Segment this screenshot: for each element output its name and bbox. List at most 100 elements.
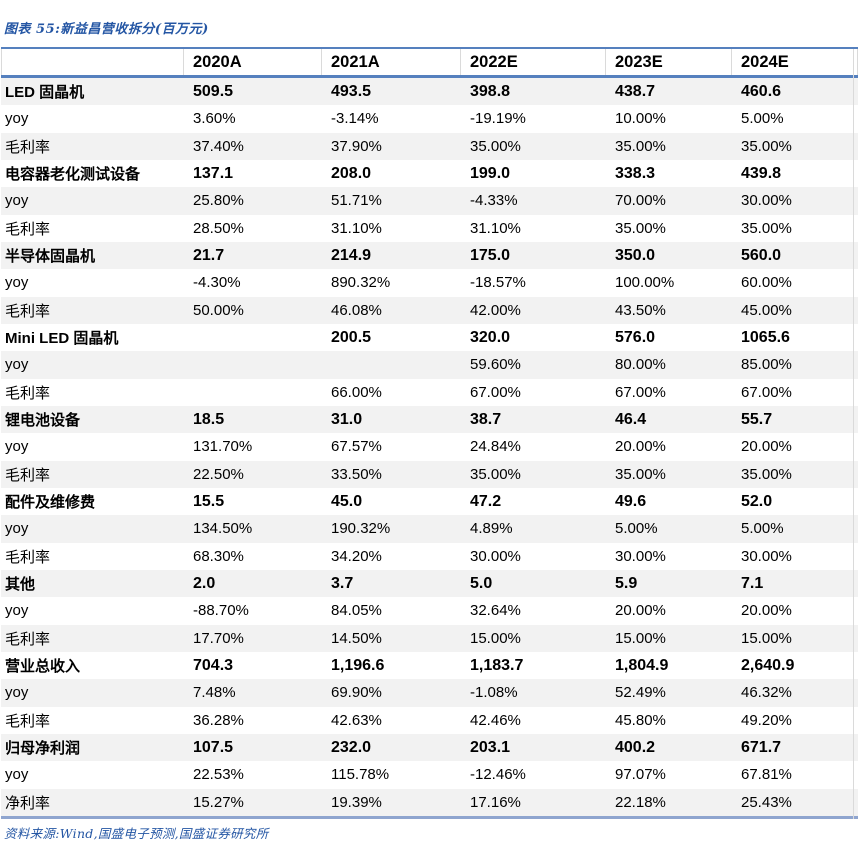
table-row: 半导体固晶机 21.7 214.9 175.0 350.0 560.0 <box>1 241 858 270</box>
table-cell: 20.00% <box>615 602 666 620</box>
table-cell: 42.00% <box>470 301 521 319</box>
table-cell: 30.00% <box>741 547 792 565</box>
table-cell: 34.20% <box>331 547 382 565</box>
table-cell: 31.10% <box>331 219 382 237</box>
row-label: yoy <box>5 602 29 620</box>
table-cell: 80.00% <box>615 356 666 374</box>
table-cell: 97.07% <box>615 766 666 784</box>
table-cell: 66.00% <box>331 383 382 401</box>
row-label: yoy <box>5 192 29 210</box>
table-cell: 59.60% <box>470 356 521 374</box>
table-cell: 51.71% <box>331 192 382 210</box>
table-cell: 20.00% <box>741 438 792 456</box>
table-row: yoy 59.60% 80.00% 85.00% <box>1 351 858 379</box>
table-row: 净利率 15.27% 19.39% 17.16% 22.18% 25.43% <box>1 788 858 816</box>
table-cell: 509.5 <box>193 82 234 100</box>
table-cell: 1065.6 <box>741 328 790 346</box>
table-cell: 43.50% <box>615 301 666 319</box>
table-cell: 67.00% <box>615 383 666 401</box>
table-cell: 42.46% <box>470 711 521 729</box>
table-cell: 15.27% <box>193 793 244 811</box>
table-cell: 35.00% <box>615 219 666 237</box>
table-cell: 55.7 <box>741 410 773 428</box>
table-cell: 320.0 <box>470 328 511 346</box>
table-cell: 46.32% <box>741 684 792 702</box>
row-label: 锂电池设备 <box>5 412 81 430</box>
table-cell: 15.00% <box>741 629 792 647</box>
table-cell: -12.46% <box>470 766 526 784</box>
row-label: 归母净利润 <box>5 740 81 758</box>
table-cell: 400.2 <box>615 738 656 756</box>
table-cell: 576.0 <box>615 328 656 346</box>
table-cell: 15.00% <box>615 629 666 647</box>
table-cell: 2.0 <box>193 574 216 592</box>
row-label: yoy <box>5 356 29 374</box>
table-cell: 7.48% <box>193 684 236 702</box>
table-cell: 5.9 <box>615 574 638 592</box>
table-cell: 35.00% <box>615 137 666 155</box>
table-body: LED 固晶机 509.5 493.5 398.8 438.7 460.6 yoy 3.60%… <box>1 78 858 819</box>
table-row: yoy -4.30% 890.32% -18.57% 100.00% 60.00% <box>1 269 858 296</box>
table-cell: -4.30% <box>193 274 241 292</box>
table-cell: 30.00% <box>741 192 792 210</box>
column-header: 2023E <box>605 49 731 75</box>
row-label: 其他 <box>5 576 36 594</box>
table-row: yoy 22.53% 115.78% -12.46% 97.07% 67.81% <box>1 761 858 788</box>
table-cell: 7.1 <box>741 574 764 592</box>
table-cell: 37.90% <box>331 137 382 155</box>
table-cell: 107.5 <box>193 738 234 756</box>
table-cell: 214.9 <box>331 246 372 264</box>
table-cell: 67.00% <box>741 383 792 401</box>
table-cell: 85.00% <box>741 356 792 374</box>
row-label: 毛利率 <box>5 465 51 484</box>
table-cell: 338.3 <box>615 164 656 182</box>
table-cell: 704.3 <box>193 656 234 674</box>
table-cell: 70.00% <box>615 192 666 210</box>
table-row: 营业总收入 704.3 1,196.6 1,183.7 1,804.9 2,640.9 <box>1 652 858 679</box>
table-cell: 100.00% <box>615 274 675 292</box>
revenue-table: 2020A 2021A 2022E 2023E 2024E LED 固晶机 509.5 49… <box>1 47 858 819</box>
table-cell: 68.30% <box>193 547 244 565</box>
table-cell: 22.50% <box>193 465 244 483</box>
table-cell: 134.50% <box>193 520 253 538</box>
table-cell: 350.0 <box>615 246 656 264</box>
table-row: 锂电池设备 18.5 31.0 38.7 46.4 55.7 <box>1 405 858 434</box>
row-label: yoy <box>5 438 29 456</box>
table-cell: 45.80% <box>615 711 666 729</box>
table-row: 毛利率 66.00% 67.00% 67.00% 67.00% <box>1 379 858 406</box>
table-cell: -3.14% <box>331 110 379 128</box>
table-cell: 439.8 <box>741 164 782 182</box>
table-cell: 190.32% <box>331 520 391 538</box>
table-cell: 36.28% <box>193 711 244 729</box>
table-cell: 25.43% <box>741 793 792 811</box>
row-label: 配件及维修费 <box>5 494 96 512</box>
table-cell: 35.00% <box>470 465 521 483</box>
table-cell: 493.5 <box>331 82 372 100</box>
row-label: 毛利率 <box>5 219 51 238</box>
table-cell: 460.6 <box>741 82 782 100</box>
table-cell: -1.08% <box>470 684 518 702</box>
table-cell: 19.39% <box>331 793 382 811</box>
table-cell: 15.5 <box>193 492 225 510</box>
table-cell: 5.00% <box>741 520 784 538</box>
column-header: 2020A <box>183 49 321 75</box>
table-cell: 5.0 <box>470 574 493 592</box>
table-cell: 203.1 <box>470 738 511 756</box>
table-cell: 30.00% <box>470 547 521 565</box>
table-cell: 45.0 <box>331 492 363 510</box>
table-cell: 208.0 <box>331 164 372 182</box>
row-label: 毛利率 <box>5 711 51 730</box>
table-cell: 49.20% <box>741 711 792 729</box>
table-cell: 1,804.9 <box>615 656 669 674</box>
table-cell: 47.2 <box>470 492 502 510</box>
table-cell: 35.00% <box>741 219 792 237</box>
table-cell: 52.0 <box>741 492 773 510</box>
table-cell: 232.0 <box>331 738 372 756</box>
table-row: yoy 134.50% 190.32% 4.89% 5.00% 5.00% <box>1 515 858 543</box>
table-row: yoy 7.48% 69.90% -1.08% 52.49% 46.32% <box>1 679 858 707</box>
table-cell: 5.00% <box>615 520 658 538</box>
column-header-blank <box>1 49 183 75</box>
table-cell: -18.57% <box>470 274 526 292</box>
table-cell: 438.7 <box>615 82 656 100</box>
table-cell: 60.00% <box>741 274 792 292</box>
